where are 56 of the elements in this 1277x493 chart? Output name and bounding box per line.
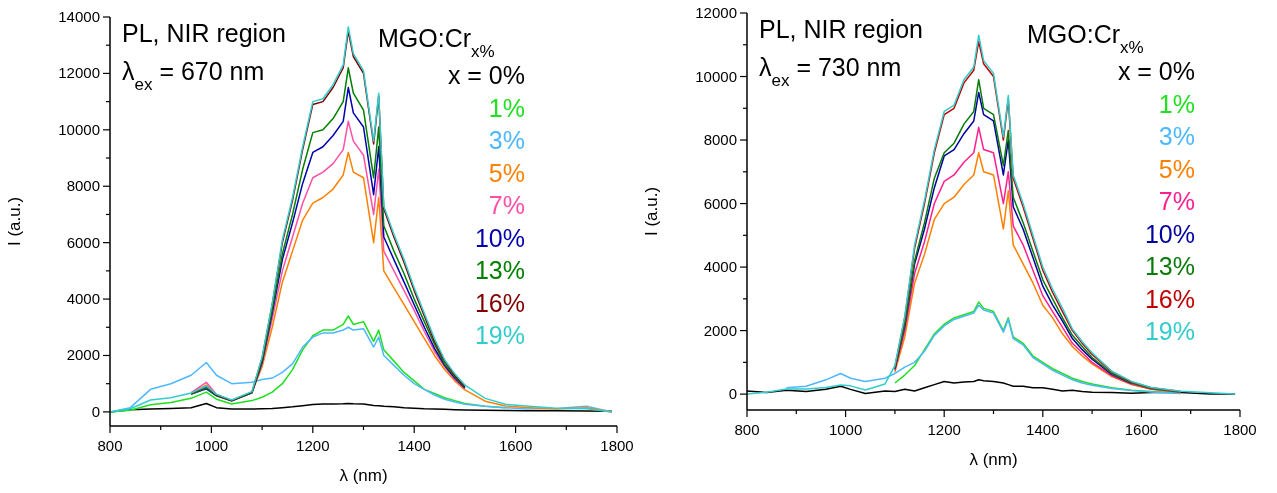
series-label: 19% xyxy=(474,321,525,349)
x-tick-label: 1000 xyxy=(828,421,863,438)
legend-title: MGO:Cr$_{x%}$ xyxy=(378,24,495,61)
text: 1% xyxy=(488,93,525,122)
x-tick-label: 1200 xyxy=(296,437,330,454)
text: 3% xyxy=(1158,122,1195,150)
x-tick-label: 1600 xyxy=(498,437,533,454)
x-tick-label: 1800 xyxy=(600,437,634,454)
y-tick-label: 6000 xyxy=(703,194,737,212)
line-series xyxy=(894,91,1133,385)
x-tick-label: 1600 xyxy=(1124,421,1159,438)
x-axis-title: λ (nm) xyxy=(969,450,1018,469)
y-tick-label: 4000 xyxy=(703,258,737,276)
text: 3% xyxy=(488,126,525,154)
text: x = 0% xyxy=(447,61,525,89)
x-tick-label: 1800 xyxy=(1223,421,1257,438)
y-tick-label: 2000 xyxy=(703,321,737,339)
y-tick-label: 2000 xyxy=(66,346,100,364)
series-label: 16% xyxy=(474,288,525,317)
y-tick-label: 6000 xyxy=(66,233,100,251)
text: 16% xyxy=(1144,284,1195,313)
y-tick-label: 10000 xyxy=(58,120,100,138)
text: 5% xyxy=(1158,154,1195,183)
legend-title: MGO:Cr$_{x%}$ xyxy=(1027,20,1144,57)
x-tick-label: 1200 xyxy=(927,421,961,438)
y-axis-title: I (a.u.) xyxy=(5,196,24,247)
chart-title: PL, NIR region xyxy=(122,19,286,47)
text: 10% xyxy=(1144,219,1195,248)
text: λ$_{ex}$ = 730 nm xyxy=(759,53,902,90)
x-tick-label: 1400 xyxy=(397,437,431,454)
y-tick-label: 12000 xyxy=(58,64,100,82)
x-axis-title: λ (nm) xyxy=(339,466,388,485)
x-tick-label: 800 xyxy=(734,421,760,438)
y-tick-label: 12000 xyxy=(695,4,737,21)
text: 10% xyxy=(474,223,525,252)
series-label: 19% xyxy=(1144,317,1195,345)
y-tick-label: 10000 xyxy=(695,67,737,85)
x-tick-label: 800 xyxy=(97,437,123,454)
y-tick-label: 14000 xyxy=(58,8,100,25)
y-tick-label: 8000 xyxy=(66,177,100,195)
text: 1% xyxy=(1158,89,1195,118)
x-tick-label: 1400 xyxy=(1026,421,1060,438)
y-tick-label: 4000 xyxy=(66,290,100,308)
text: 13% xyxy=(1144,252,1195,280)
y-tick-label: 0 xyxy=(91,402,100,420)
text: x = 0% xyxy=(1117,57,1195,85)
x-tick-label: 1000 xyxy=(194,437,229,454)
text: λ$_{ex}$ = 670 nm xyxy=(122,57,265,94)
y-tick-label: 0 xyxy=(728,385,737,403)
text: 7% xyxy=(488,191,525,219)
chart-title: PL, NIR region xyxy=(759,15,923,43)
y-axis-title: I (a.u.) xyxy=(642,186,661,237)
text: 7% xyxy=(1158,187,1195,215)
text: 5% xyxy=(488,158,525,187)
y-tick-label: 8000 xyxy=(703,131,737,149)
text: 13% xyxy=(474,256,525,284)
